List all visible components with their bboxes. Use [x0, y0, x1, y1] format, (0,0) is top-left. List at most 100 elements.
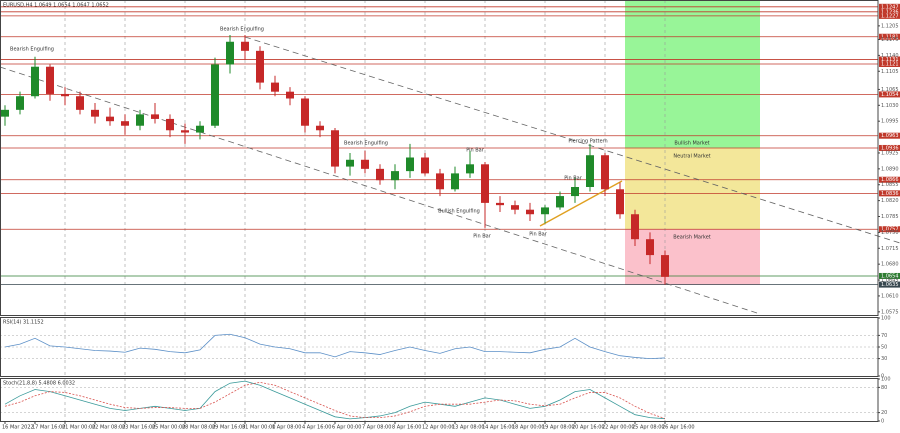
- level-tag: [879, 91, 900, 98]
- indicator-line: [4, 333, 666, 360]
- level-tag: [879, 176, 900, 183]
- candle-body: [91, 109, 99, 117]
- candle-body: [286, 91, 294, 99]
- x-tick-label: 4 Apr 16:00: [302, 425, 331, 431]
- level-tag: [879, 3, 900, 10]
- candle-body: [61, 93, 69, 97]
- stoch-frame: [0, 378, 879, 422]
- y-tick-label: 1.0925: [881, 150, 899, 156]
- pattern-label: Pin Bar: [466, 148, 485, 154]
- level-label: 1.0836: [881, 191, 899, 197]
- y-tick-label: 1.0750: [881, 230, 899, 236]
- x-tick-label: 25 Apr 08:00: [632, 425, 665, 431]
- candle-body: [586, 155, 594, 188]
- x-tick-label: 25 Mar 00:00: [152, 425, 185, 431]
- candle-body: [31, 66, 39, 97]
- x-tick-label: 6 Apr 00:00: [332, 425, 361, 431]
- y-tick-label: 0: [881, 374, 884, 380]
- candle-body: [481, 164, 489, 203]
- candle-body: [196, 125, 204, 133]
- x-tick-label: 22 Mar 08:00: [92, 425, 125, 431]
- candle-body: [511, 205, 519, 210]
- candle-body: [556, 196, 564, 208]
- level-label: 1.1236: [881, 9, 899, 15]
- x-tick-label: 17 Mar 16:00: [32, 425, 65, 431]
- candle-body: [331, 130, 339, 167]
- y-tick-label: 0: [881, 419, 884, 425]
- trend-line: [0, 66, 761, 315]
- level-label: 1.0635: [881, 282, 899, 288]
- y-tick-label: 1.0820: [881, 198, 899, 204]
- zone-label: Neutral Market: [673, 153, 710, 159]
- level-label: 1.0866: [881, 177, 899, 183]
- y-tick-label: 1.1030: [881, 103, 899, 109]
- main-frame: [0, 0, 879, 316]
- candle-body: [436, 173, 444, 190]
- candle-body: [616, 189, 624, 215]
- level-label: 1.0936: [881, 145, 899, 151]
- candle-body: [541, 207, 549, 215]
- zone-label: Bullish Market: [674, 140, 709, 146]
- candle-body: [226, 41, 234, 65]
- x-tick-label: 7 Apr 08:00: [362, 425, 391, 431]
- x-tick-label: 31 Mar 00:00: [242, 425, 275, 431]
- candle-body: [121, 121, 129, 126]
- y-tick-label: 1.0855: [881, 182, 899, 188]
- level-label: 1.1131: [881, 57, 899, 63]
- y-tick-label: 1.1105: [881, 69, 899, 75]
- candle-body: [391, 171, 399, 181]
- candle-body: [256, 50, 264, 83]
- candle-body: [661, 255, 669, 277]
- y-tick-label: 80: [881, 385, 887, 391]
- candle-body: [76, 96, 84, 110]
- candle-body: [571, 187, 579, 197]
- candle-body: [316, 125, 324, 131]
- x-tick-label: 21 Mar 00:00: [62, 425, 95, 431]
- x-tick-label: 12 Apr 00:00: [422, 425, 455, 431]
- candle-body: [271, 82, 279, 92]
- y-tick-label: 1.1175: [881, 37, 899, 43]
- candle-body: [211, 64, 219, 126]
- indicator-title: RSI(14) 31.1152: [3, 320, 44, 326]
- x-tick-label: 26 Apr 16:00: [662, 425, 695, 431]
- x-tick-label: 14 Apr 16:00: [482, 425, 515, 431]
- pattern-label: Piercing Pattern: [568, 139, 607, 145]
- x-tick-label: 16 Mar 2022: [2, 425, 34, 431]
- x-tick-label: 20 Apr 16:00: [572, 425, 605, 431]
- y-tick-label: 30: [881, 356, 887, 362]
- zone-label: Bearish Market: [673, 235, 711, 241]
- zones: Bullish Market Neutral Market Bearish Mark…: [625, 0, 760, 285]
- pattern-label: Bearish Engulfing: [344, 141, 388, 147]
- candle-body: [1, 109, 9, 117]
- candle-body: [451, 173, 459, 190]
- level-tag: [879, 144, 900, 151]
- pattern-label: Bearish Engulfing: [10, 47, 54, 53]
- zone: [625, 229, 760, 285]
- y-tick-label: 1.0890: [881, 166, 899, 172]
- y-tick-label: 1.0680: [881, 262, 899, 268]
- candle-body: [376, 168, 384, 181]
- candle-body: [106, 116, 114, 122]
- candle-body: [136, 114, 144, 126]
- y-tick-label: 100: [881, 377, 891, 383]
- level-tag: [879, 60, 900, 67]
- x-tick-label: 13 Apr 08:00: [452, 425, 485, 431]
- x-tick-label: 23 Mar 16:00: [122, 425, 155, 431]
- x-tick-label: 1 Apr 08:00: [272, 425, 301, 431]
- pattern-label: Bearish Engulfing: [220, 27, 264, 33]
- pattern-label: Pin Bar: [473, 234, 492, 240]
- level-tag: [879, 281, 900, 288]
- y-tick-label: 100: [881, 316, 891, 322]
- candle-body: [646, 239, 654, 256]
- y-tick-label: 1.1205: [881, 23, 899, 29]
- x-tick-label: 22 Apr 00:00: [602, 425, 635, 431]
- candle-body: [181, 130, 189, 133]
- y-tick-label: 1.1140: [881, 53, 899, 59]
- level-tag: [879, 8, 900, 15]
- level-tag: [879, 12, 900, 19]
- candle-body: [406, 157, 414, 172]
- candle-body: [526, 209, 534, 215]
- level-tag: [879, 190, 900, 197]
- plot: Bearish Engulfing Bearish Engulfing Bearis…: [1, 27, 669, 420]
